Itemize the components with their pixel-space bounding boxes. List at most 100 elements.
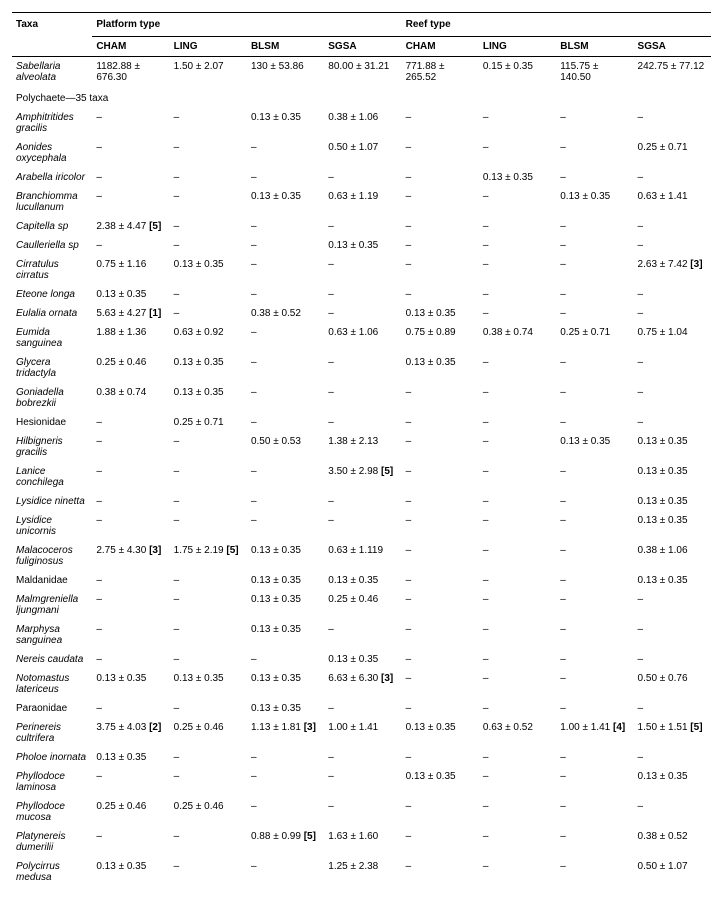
data-cell: – (170, 767, 247, 797)
taxa-cell: Aonides oxycephala (12, 138, 92, 168)
data-cell: – (324, 255, 401, 285)
data-cell: – (479, 383, 556, 413)
data-cell: – (634, 168, 711, 187)
data-cell: 2.38 ± 4.47 [5] (92, 217, 169, 236)
data-cell: 0.13 ± 0.35 (92, 748, 169, 767)
data-cell: – (247, 138, 324, 168)
data-cell: – (324, 699, 401, 718)
data-cell: 0.25 ± 0.46 (170, 718, 247, 748)
data-cell: – (402, 748, 479, 767)
data-cell: 1.75 ± 2.19 [5] (170, 541, 247, 571)
data-cell: 1.63 ± 1.60 (324, 827, 401, 857)
data-cell: – (92, 827, 169, 857)
table-row: Branchiomma lucullanum––0.13 ± 0.350.63 … (12, 187, 711, 217)
taxa-cell: Notomastus latericeus (12, 669, 92, 699)
data-cell: 0.50 ± 1.07 (634, 857, 711, 887)
data-cell: – (324, 413, 401, 432)
taxa-cell: Goniadella bobrezkii (12, 383, 92, 413)
data-cell: 0.13 ± 0.35 (247, 590, 324, 620)
data-cell: 0.13 ± 0.35 (324, 650, 401, 669)
data-cell: 0.13 ± 0.35 (247, 571, 324, 590)
data-cell: – (170, 590, 247, 620)
taxa-cell: Lysidice unicornis (12, 511, 92, 541)
data-cell: – (402, 541, 479, 571)
bold-note: [5] (226, 545, 238, 556)
header-platform: Platform type (92, 13, 401, 37)
data-cell: 0.25 ± 0.46 (324, 590, 401, 620)
table-row: Sabellaria alveolata1182.88 ± 676.301.50… (12, 57, 711, 88)
data-cell: – (479, 285, 556, 304)
data-cell: – (556, 236, 633, 255)
data-cell: – (556, 492, 633, 511)
data-cell: 1.25 ± 2.38 (324, 857, 401, 887)
taxa-cell: Malacoceros fuliginosus (12, 541, 92, 571)
data-cell: – (402, 187, 479, 217)
data-cell: 1.38 ± 2.13 (324, 432, 401, 462)
data-cell: – (479, 541, 556, 571)
data-cell: – (479, 492, 556, 511)
data-cell: 0.50 ± 0.53 (247, 432, 324, 462)
bold-note: [5] (304, 831, 316, 842)
data-cell: – (479, 571, 556, 590)
taxa-cell: Platynereis dumerilii (12, 827, 92, 857)
data-cell: – (247, 492, 324, 511)
bold-note: [1] (149, 308, 161, 319)
data-cell: 0.38 ± 0.52 (247, 304, 324, 323)
table-row: Phyllodoce mucosa0.25 ± 0.460.25 ± 0.46–… (12, 797, 711, 827)
data-cell: – (92, 620, 169, 650)
data-cell: – (324, 217, 401, 236)
data-cell: 0.13 ± 0.35 (92, 285, 169, 304)
data-cell: 0.75 ± 0.89 (402, 323, 479, 353)
data-cell: – (479, 353, 556, 383)
data-cell: – (247, 511, 324, 541)
bold-note: [3] (149, 545, 161, 556)
data-cell: – (634, 383, 711, 413)
data-cell: – (92, 187, 169, 217)
bold-note: [5] (381, 466, 393, 477)
data-cell: – (556, 304, 633, 323)
data-cell: 0.13 ± 0.35 (92, 857, 169, 887)
data-cell: 0.13 ± 0.35 (170, 255, 247, 285)
data-cell: – (324, 797, 401, 827)
data-cell: – (402, 492, 479, 511)
data-cell: – (479, 620, 556, 650)
data-cell: – (479, 857, 556, 887)
data-cell: – (170, 285, 247, 304)
data-cell: – (92, 138, 169, 168)
data-cell: – (247, 323, 324, 353)
table-row: Amphitritides gracilis––0.13 ± 0.350.38 … (12, 108, 711, 138)
table-row: Paraonidae––0.13 ± 0.35––––– (12, 699, 711, 718)
data-cell: – (479, 187, 556, 217)
data-cell: – (247, 383, 324, 413)
data-cell: 0.63 ± 0.92 (170, 323, 247, 353)
data-cell: – (170, 571, 247, 590)
data-cell: 771.88 ± 265.52 (402, 57, 479, 88)
data-cell: – (634, 650, 711, 669)
header-col: BLSM (556, 37, 633, 57)
data-cell: 0.13 ± 0.35 (247, 541, 324, 571)
table-row: Notomastus latericeus0.13 ± 0.350.13 ± 0… (12, 669, 711, 699)
data-cell: – (247, 748, 324, 767)
data-cell: – (170, 432, 247, 462)
bold-note: [3] (690, 259, 702, 270)
header-taxa: Taxa (12, 13, 92, 57)
taxa-cell: Eulalia ornata (12, 304, 92, 323)
data-cell: 0.13 ± 0.35 (247, 699, 324, 718)
data-cell: – (402, 669, 479, 699)
taxa-cell: Eumida sanguinea (12, 323, 92, 353)
data-cell: – (479, 304, 556, 323)
data-cell: – (247, 217, 324, 236)
data-cell: 1.13 ± 1.81 [3] (247, 718, 324, 748)
table-row: Eumida sanguinea1.88 ± 1.360.63 ± 0.92–0… (12, 323, 711, 353)
data-cell: – (324, 304, 401, 323)
data-cell: – (556, 797, 633, 827)
data-cell: – (402, 138, 479, 168)
data-cell: – (170, 748, 247, 767)
data-cell: – (634, 699, 711, 718)
taxa-cell: Amphitritides gracilis (12, 108, 92, 138)
data-cell: – (170, 217, 247, 236)
data-cell: 0.13 ± 0.35 (556, 187, 633, 217)
data-cell: – (92, 236, 169, 255)
table-row: Lysidice unicornis–––––––0.13 ± 0.35 (12, 511, 711, 541)
data-cell: – (402, 255, 479, 285)
